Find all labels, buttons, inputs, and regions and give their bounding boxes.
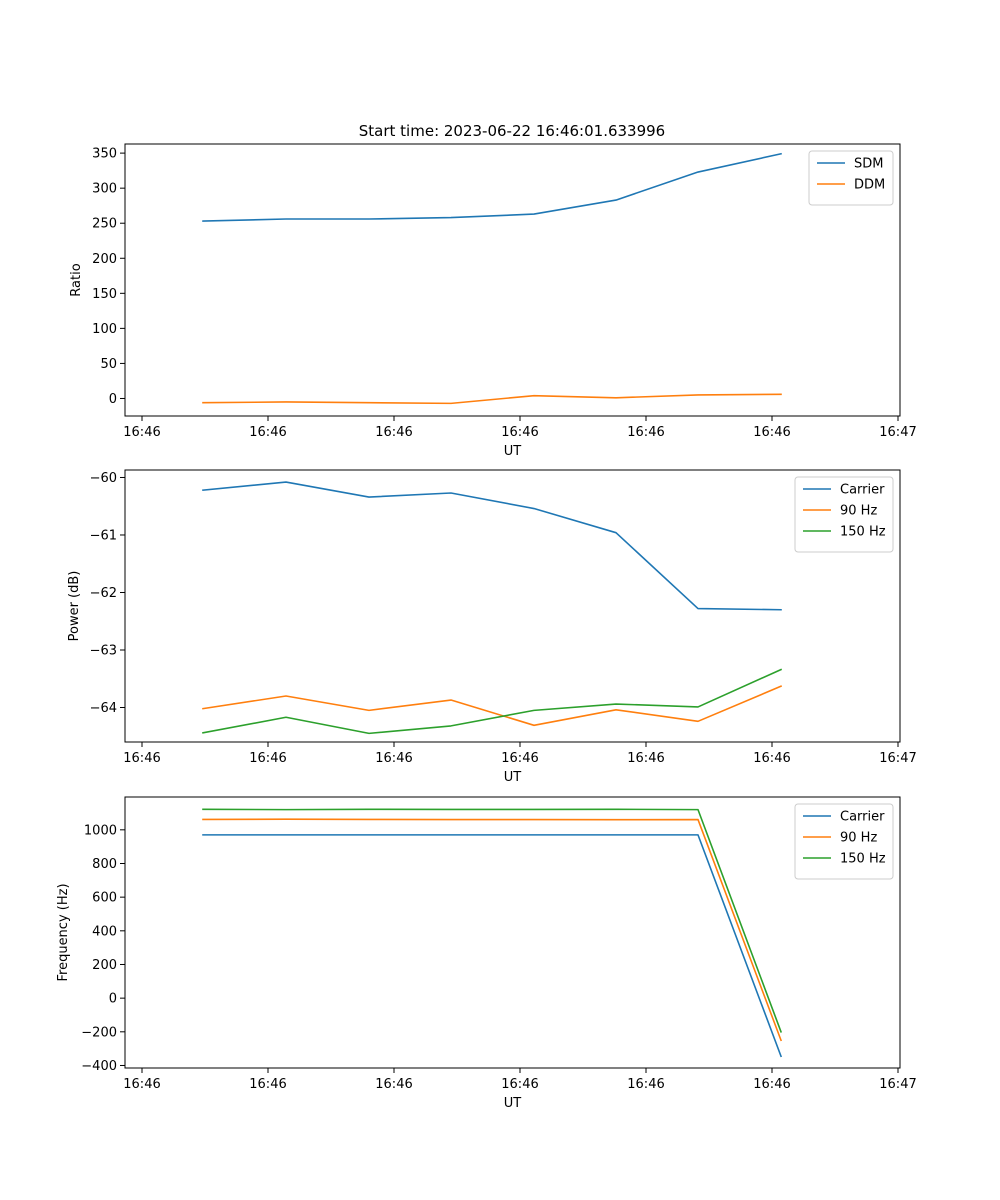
series-line-carrier [202, 834, 783, 1058]
y-axis-label: Power (dB) [67, 571, 82, 642]
chart-title: Start time: 2023-06-22 16:46:01.633996 [359, 122, 665, 140]
y-tick-label: 300 [92, 182, 117, 197]
legend-label: 150 Hz [840, 852, 886, 867]
x-tick-label: 16:46 [627, 751, 664, 766]
axes-frame [124, 469, 901, 743]
x-tick-label: 16:46 [249, 425, 286, 440]
x-tick-label: 16:46 [501, 1077, 538, 1092]
legend-label: 90 Hz [840, 504, 877, 519]
legend-label: DDM [854, 178, 885, 193]
axes-frame [124, 796, 901, 1069]
series-line-ddm [202, 393, 782, 405]
legend-label: Carrier [840, 810, 885, 825]
series-line-90-hz [202, 818, 783, 1042]
legend-label: SDM [854, 157, 883, 172]
series-line-sdm [202, 152, 782, 222]
x-tick-label: 16:46 [753, 751, 790, 766]
y-tick-label: −63 [90, 643, 117, 658]
x-tick-label: 16:46 [375, 751, 412, 766]
y-tick-label: 600 [92, 891, 117, 906]
x-tick-label: 16:46 [501, 751, 538, 766]
x-tick-label: 16:46 [627, 1077, 664, 1092]
series-line-150-hz [202, 668, 783, 735]
y-tick-label: 100 [92, 322, 117, 337]
panel-2: 16:46 16:46 16:46 16:46 16:46 16:46 16:47 −64 −6… [67, 469, 917, 785]
y-axis-label: Ratio [69, 263, 84, 296]
x-tick-label: 16:46 [123, 751, 160, 766]
x-tick-label: 16:46 [753, 1077, 790, 1092]
legend-label: Carrier [840, 483, 885, 498]
series-line-150-hz [202, 808, 783, 1033]
axes-frame [124, 143, 901, 417]
y-tick-label: 50 [100, 357, 117, 372]
x-tick-label: 16:46 [753, 425, 790, 440]
y-tick-label: 150 [92, 287, 117, 302]
legend: Carrier 90 Hz 150 Hz [794, 476, 894, 553]
y-tick-label: −400 [81, 1059, 117, 1074]
x-tick-label: 16:47 [879, 1077, 916, 1092]
y-tick-label: 1000 [84, 823, 117, 838]
y-tick-label: 0 [109, 992, 117, 1007]
x-axis-label: UT [504, 444, 522, 459]
x-tick-label: 16:46 [375, 1077, 412, 1092]
y-tick-label: −62 [90, 586, 117, 601]
x-tick-label: 16:46 [249, 751, 286, 766]
x-tick-label: 16:46 [501, 425, 538, 440]
legend: SDM DDM [808, 150, 894, 206]
legend-label: 150 Hz [840, 525, 886, 540]
panel-3: 16:46 16:46 16:46 16:46 16:46 16:46 16:47 −400 −… [56, 796, 917, 1111]
y-tick-label: 250 [92, 217, 117, 232]
x-tick-label: 16:46 [123, 1077, 160, 1092]
y-tick-label: −64 [90, 701, 117, 716]
legend-box [808, 150, 894, 206]
series-line-carrier [202, 481, 782, 611]
y-axis-label: Frequency (Hz) [56, 883, 71, 981]
y-tick-label: −200 [81, 1025, 117, 1040]
series-line-90-hz [202, 685, 783, 727]
y-tick-label: −60 [90, 471, 117, 486]
x-tick-label: 16:47 [879, 425, 916, 440]
x-axis-label: UT [504, 770, 522, 785]
x-tick-label: 16:46 [123, 425, 160, 440]
legend: Carrier 90 Hz 150 Hz [794, 803, 894, 880]
x-tick-label: 16:46 [627, 425, 664, 440]
x-axis-label: UT [504, 1096, 522, 1111]
legend-box [794, 803, 894, 880]
x-tick-label: 16:47 [879, 751, 916, 766]
y-tick-label: 200 [92, 252, 117, 267]
y-tick-label: 400 [92, 924, 117, 939]
panel-1: 16:46 16:46 16:46 16:46 16:46 16:46 16:47 0 50 10… [69, 143, 917, 459]
legend-label: 90 Hz [840, 831, 877, 846]
y-tick-label: 350 [92, 147, 117, 162]
y-tick-label: 0 [109, 392, 117, 407]
y-tick-label: 800 [92, 857, 117, 872]
panels: 16:46 16:46 16:46 16:46 16:46 16:46 16:47 0 50 10… [56, 143, 917, 1111]
y-tick-label: 200 [92, 958, 117, 973]
x-tick-label: 16:46 [375, 425, 412, 440]
y-tick-label: −61 [90, 528, 117, 543]
legend-box [794, 476, 894, 553]
x-tick-label: 16:46 [249, 1077, 286, 1092]
